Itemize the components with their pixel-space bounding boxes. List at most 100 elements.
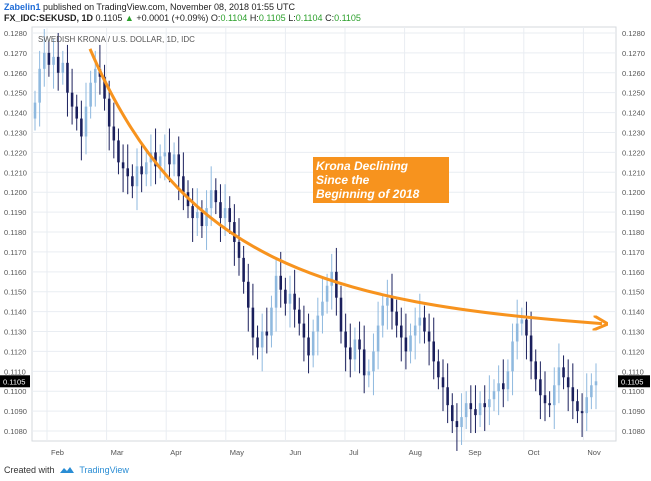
candle-body	[223, 208, 227, 219]
candle-body	[390, 297, 394, 312]
y-tick-label-right: 0.1260	[622, 69, 645, 78]
candle-body	[107, 98, 111, 127]
candle-body	[362, 349, 366, 376]
candle-body	[432, 341, 436, 362]
candle-body	[525, 319, 528, 336]
candle-body	[70, 92, 74, 107]
last-price-badge-left	[0, 375, 30, 388]
candle-body	[455, 421, 459, 428]
candle-body	[483, 403, 487, 408]
symbol-label[interactable]: FX_IDC:SEKUSD, 1D	[4, 13, 94, 23]
candle-body	[404, 337, 408, 352]
candle-body	[529, 335, 533, 362]
x-tick-label: Oct	[528, 448, 541, 457]
candle-body	[353, 339, 357, 360]
candle-body	[237, 241, 241, 258]
candle-body	[506, 371, 510, 390]
candle-body	[418, 317, 422, 326]
candle-body	[93, 68, 97, 83]
candle-body	[497, 383, 500, 392]
y-tick-label-right: 0.1090	[622, 407, 645, 416]
chart-title: SWEDISH KRONA / U.S. DOLLAR, 1D, IDC	[38, 35, 195, 44]
candle-body	[423, 317, 426, 332]
y-tick-label-left: 0.1250	[4, 89, 27, 98]
x-tick-label: Jul	[349, 448, 359, 457]
candle-body	[52, 56, 55, 65]
y-tick-label-right: 0.1150	[622, 288, 644, 297]
candle-body	[265, 331, 269, 336]
candle-body	[543, 395, 547, 404]
x-tick-label: Apr	[170, 448, 182, 457]
y-tick-label-left: 0.1140	[4, 308, 26, 317]
candle-body	[427, 331, 431, 342]
candle-body	[511, 341, 514, 372]
candle-body	[399, 325, 403, 338]
candle-body	[501, 383, 505, 390]
candle-body	[437, 361, 440, 378]
candle-body	[131, 176, 134, 187]
candle-body	[168, 152, 171, 165]
low-value: 0.1104	[295, 13, 323, 23]
open-value: 0.1104	[220, 13, 248, 23]
candle-body	[288, 293, 292, 304]
publish-info: Zabelin1 published on TradingView.com, N…	[4, 2, 295, 12]
y-tick-label-right: 0.1280	[622, 29, 645, 38]
candle-body	[478, 403, 482, 416]
candle-body	[441, 377, 445, 388]
y-tick-label-right: 0.1190	[622, 208, 644, 217]
candle-body	[469, 403, 473, 410]
author-link[interactable]: Zabelin1	[4, 2, 41, 12]
y-tick-label-left: 0.1220	[4, 148, 27, 157]
y-tick-label-left: 0.1170	[4, 248, 26, 257]
candle-body	[386, 297, 389, 306]
candle-body	[177, 154, 181, 177]
plot-frame	[31, 26, 617, 442]
y-tick-label-left: 0.1150	[4, 288, 26, 297]
candle-body	[348, 347, 352, 360]
x-tick-label: May	[230, 448, 244, 457]
change-value: +0.0001 (+0.09%)	[136, 13, 209, 23]
candle-body	[590, 385, 593, 398]
candle-body	[242, 257, 245, 282]
candle-body	[492, 391, 496, 400]
candle-body	[66, 62, 69, 93]
chart-header: Zabelin1 published on TradingView.com, N…	[0, 0, 651, 24]
candle-body	[460, 417, 463, 428]
candle-body	[270, 307, 273, 336]
y-tick-label-left: 0.1180	[4, 228, 26, 237]
candle-body	[172, 154, 176, 165]
y-tick-label-right: 0.1080	[622, 427, 645, 436]
candle-body	[47, 52, 51, 65]
annotation-box	[313, 157, 449, 203]
candle-body	[344, 331, 347, 348]
candle-body	[395, 311, 398, 326]
candle-body	[260, 331, 264, 348]
tradingview-link[interactable]: TradingView	[79, 465, 129, 475]
last-price-label-left: 0.1105	[3, 377, 25, 386]
x-tick-label: Jun	[289, 448, 301, 457]
last-price-label-right: 0.1105	[621, 377, 643, 386]
candle-body	[103, 76, 106, 99]
low-label: L:	[288, 13, 296, 23]
y-tick-label-right: 0.1160	[622, 268, 644, 277]
candle-body	[84, 106, 88, 137]
y-tick-label-left: 0.1110	[4, 367, 26, 376]
candle-body	[112, 126, 116, 141]
candle-body	[209, 190, 213, 209]
trend-overlay: Krona Declining Since the Beginning of 201…	[88, 48, 602, 324]
y-tick-label-left: 0.1080	[4, 427, 27, 436]
candle-body	[56, 56, 60, 73]
candle-body	[219, 202, 222, 219]
axes: 0.1280 0.1280 0.1270 0.1270 0.1260 0.1260 0.12…	[0, 29, 650, 457]
candle-body	[214, 190, 218, 203]
candle-body	[552, 385, 556, 406]
candle-body	[450, 405, 454, 422]
candle-body	[576, 401, 579, 412]
candle-body	[409, 335, 412, 352]
y-tick-label-left: 0.1160	[4, 268, 26, 277]
y-tick-label-right: 0.1170	[622, 248, 644, 257]
y-tick-label-right: 0.1210	[622, 168, 645, 177]
y-tick-label-right: 0.1230	[622, 128, 645, 137]
candle-body	[330, 271, 334, 286]
